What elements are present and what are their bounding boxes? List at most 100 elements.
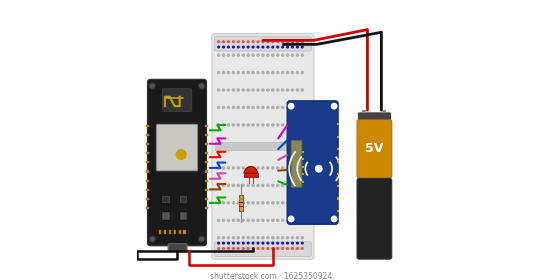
Bar: [146, 198, 149, 200]
Circle shape: [237, 184, 240, 186]
Bar: [302, 181, 304, 183]
Circle shape: [257, 237, 259, 239]
Circle shape: [237, 54, 240, 56]
Bar: [239, 202, 243, 203]
FancyBboxPatch shape: [215, 36, 311, 51]
Circle shape: [233, 184, 235, 186]
Circle shape: [267, 242, 269, 244]
Bar: [205, 125, 209, 127]
Bar: [179, 230, 180, 234]
Circle shape: [237, 167, 240, 169]
Circle shape: [272, 54, 274, 56]
Circle shape: [222, 106, 224, 109]
Circle shape: [267, 41, 269, 43]
Circle shape: [296, 184, 299, 186]
Circle shape: [301, 54, 304, 56]
Circle shape: [252, 219, 254, 221]
Bar: [382, 110, 386, 113]
Bar: [205, 207, 209, 209]
Circle shape: [267, 54, 269, 56]
Circle shape: [272, 41, 274, 43]
Circle shape: [267, 202, 269, 204]
Circle shape: [292, 54, 294, 56]
Circle shape: [267, 248, 269, 249]
Bar: [180, 196, 186, 202]
Bar: [146, 134, 149, 136]
Circle shape: [288, 216, 294, 222]
Bar: [205, 152, 209, 154]
Circle shape: [288, 103, 294, 109]
Circle shape: [242, 219, 244, 221]
Circle shape: [233, 202, 235, 204]
Circle shape: [233, 106, 235, 109]
Circle shape: [281, 219, 283, 221]
Circle shape: [217, 71, 220, 74]
Bar: [146, 179, 149, 182]
Circle shape: [257, 124, 259, 126]
Circle shape: [272, 242, 274, 244]
Circle shape: [292, 106, 294, 109]
Bar: [169, 230, 171, 234]
Circle shape: [233, 54, 235, 56]
Circle shape: [252, 242, 254, 244]
Circle shape: [257, 184, 259, 186]
Circle shape: [242, 124, 244, 126]
Circle shape: [217, 124, 220, 126]
Circle shape: [237, 219, 240, 221]
Circle shape: [272, 167, 274, 169]
Bar: [244, 173, 257, 177]
Circle shape: [292, 124, 294, 126]
Circle shape: [282, 46, 283, 48]
Circle shape: [247, 89, 249, 91]
Circle shape: [287, 46, 288, 48]
Circle shape: [237, 106, 240, 109]
Circle shape: [242, 202, 244, 204]
Circle shape: [315, 165, 322, 172]
Circle shape: [257, 167, 259, 169]
Circle shape: [287, 41, 288, 43]
Circle shape: [262, 237, 264, 239]
Circle shape: [222, 184, 224, 186]
Circle shape: [198, 236, 205, 242]
Circle shape: [262, 167, 264, 169]
Circle shape: [277, 242, 279, 244]
Circle shape: [301, 89, 304, 91]
Circle shape: [296, 71, 299, 74]
Circle shape: [237, 248, 239, 249]
Circle shape: [247, 184, 249, 186]
Circle shape: [292, 89, 294, 91]
Circle shape: [296, 124, 299, 126]
Circle shape: [277, 46, 279, 48]
Circle shape: [262, 202, 264, 204]
Circle shape: [222, 202, 224, 204]
Bar: [362, 110, 366, 113]
Circle shape: [292, 219, 294, 221]
Circle shape: [242, 89, 244, 91]
Circle shape: [228, 89, 230, 91]
Circle shape: [296, 46, 298, 48]
Circle shape: [267, 106, 269, 109]
Circle shape: [257, 54, 259, 56]
Bar: [302, 173, 304, 175]
Circle shape: [292, 237, 294, 239]
Circle shape: [267, 71, 269, 74]
Circle shape: [217, 237, 220, 239]
Bar: [180, 212, 186, 219]
Circle shape: [282, 41, 283, 43]
Bar: [337, 148, 339, 150]
Circle shape: [237, 89, 240, 91]
Bar: [146, 143, 149, 145]
Circle shape: [296, 248, 298, 249]
Circle shape: [276, 237, 279, 239]
Circle shape: [262, 248, 264, 249]
Circle shape: [296, 89, 299, 91]
Circle shape: [301, 248, 303, 249]
Bar: [205, 189, 209, 191]
Circle shape: [281, 106, 283, 109]
Circle shape: [267, 89, 269, 91]
Circle shape: [237, 71, 240, 74]
Circle shape: [267, 219, 269, 221]
Circle shape: [296, 167, 299, 169]
FancyBboxPatch shape: [156, 124, 198, 171]
Circle shape: [228, 219, 230, 221]
